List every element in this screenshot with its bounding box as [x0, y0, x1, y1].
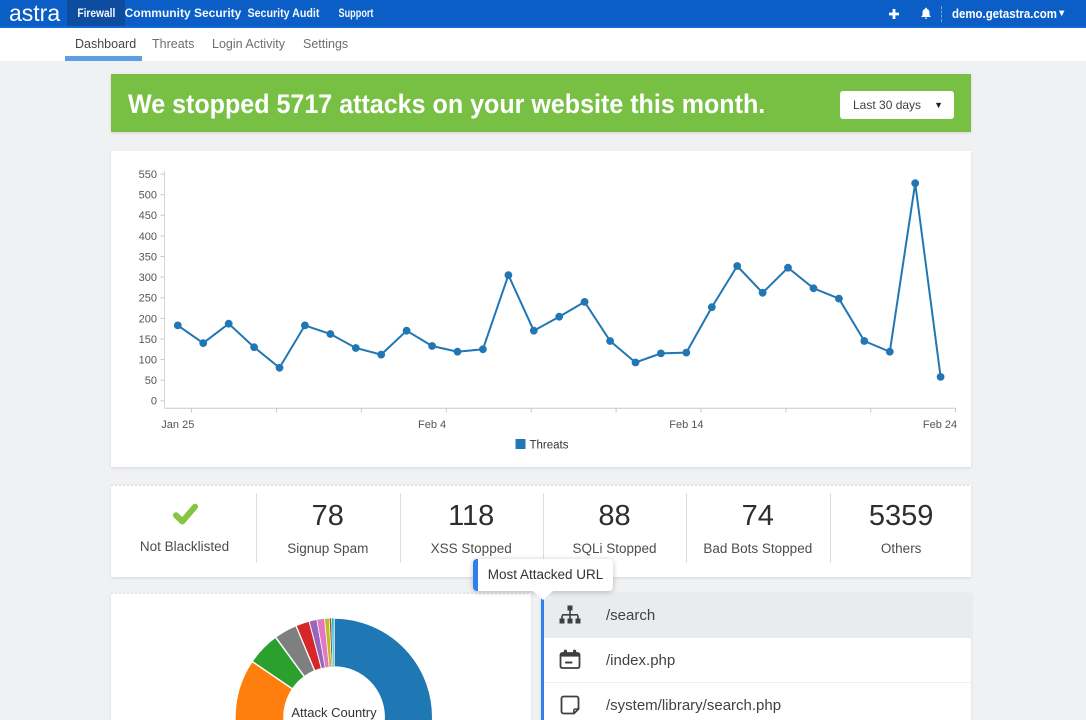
svg-text:50: 50: [145, 375, 157, 387]
svg-text:200: 200: [139, 313, 157, 325]
svg-text:550: 550: [139, 169, 157, 181]
svg-text:Threats: Threats: [530, 440, 569, 452]
svg-text:Feb 4: Feb 4: [418, 419, 446, 431]
svg-text:0: 0: [151, 396, 157, 408]
svg-text:250: 250: [139, 293, 157, 305]
svg-text:Attack Country: Attack Country: [291, 705, 377, 720]
svg-text:Feb 24: Feb 24: [923, 419, 957, 431]
svg-text:300: 300: [139, 272, 157, 284]
svg-text:400: 400: [139, 231, 157, 243]
svg-text:350: 350: [139, 251, 157, 263]
svg-text:450: 450: [139, 210, 157, 222]
svg-text:100: 100: [139, 355, 157, 367]
svg-text:Jan 25: Jan 25: [161, 419, 194, 431]
svg-text:Feb 14: Feb 14: [669, 419, 703, 431]
svg-text:500: 500: [139, 190, 157, 202]
svg-text:150: 150: [139, 334, 157, 346]
